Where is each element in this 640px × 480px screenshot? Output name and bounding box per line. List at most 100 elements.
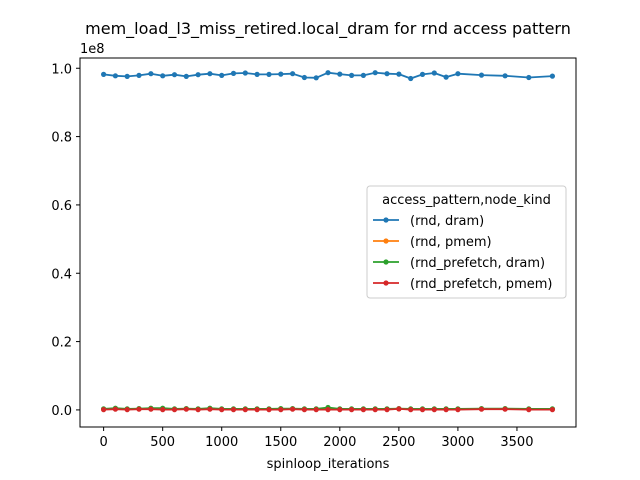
data-point <box>325 407 331 413</box>
legend-swatch-marker <box>383 280 389 286</box>
legend-swatch-marker <box>383 217 389 223</box>
data-point <box>384 407 390 413</box>
data-point <box>254 407 260 413</box>
y-tick-label: 0.2 <box>51 336 72 351</box>
data-point <box>290 406 296 412</box>
x-axis-label: spinloop_iterations <box>267 457 390 472</box>
y-tick-label: 0.6 <box>51 199 72 214</box>
legend-label: (rnd_prefetch, dram) <box>410 256 545 271</box>
data-point <box>278 407 284 413</box>
data-point <box>242 407 248 413</box>
y-axis-offset-label: 1e8 <box>80 42 105 57</box>
y-tick-label: 0.0 <box>51 404 72 419</box>
data-point <box>230 407 237 413</box>
data-point <box>219 407 225 413</box>
data-point <box>148 406 154 412</box>
x-tick-label: 3000 <box>441 435 474 450</box>
data-point <box>195 72 201 78</box>
data-point <box>431 70 437 76</box>
data-point <box>431 407 437 413</box>
chart-title: mem_load_l3_miss_retired.local_dram for … <box>85 19 571 39</box>
data-point <box>290 71 296 77</box>
data-point <box>419 407 426 413</box>
data-point <box>160 407 166 413</box>
data-point <box>278 71 284 77</box>
data-point <box>372 70 378 76</box>
legend-swatch-marker <box>383 238 389 244</box>
data-point <box>337 407 343 413</box>
data-point <box>325 70 331 76</box>
x-tick-label: 3500 <box>500 435 533 450</box>
data-point <box>313 75 319 81</box>
data-point <box>124 73 130 79</box>
data-point <box>419 71 426 77</box>
data-point <box>455 71 461 77</box>
data-point <box>266 407 272 413</box>
data-point <box>171 407 178 413</box>
legend-title: access_pattern,node_kind <box>382 193 551 208</box>
legend-label: (rnd, dram) <box>410 214 484 229</box>
data-point <box>349 72 355 78</box>
data-point <box>183 73 189 79</box>
data-point <box>549 73 556 79</box>
data-point <box>266 71 272 77</box>
legend: access_pattern,node_kind (rnd, dram)(rnd… <box>366 185 567 299</box>
data-point <box>455 407 461 413</box>
data-point <box>301 407 307 413</box>
data-point <box>160 73 166 79</box>
legend-label: (rnd, pmem) <box>410 235 492 250</box>
data-point <box>195 407 201 413</box>
y-tick-label: 0.8 <box>51 131 72 146</box>
x-tick-label: 1000 <box>205 435 238 450</box>
data-point <box>136 72 142 78</box>
data-point <box>360 72 366 78</box>
data-point <box>502 406 508 412</box>
data-point <box>254 71 260 77</box>
data-point <box>112 406 118 412</box>
data-point <box>526 407 532 413</box>
data-point <box>443 407 449 413</box>
data-point <box>349 407 355 413</box>
y-tick-label: 1.0 <box>51 62 72 77</box>
data-point <box>360 407 366 413</box>
legend-swatch-marker <box>383 259 389 265</box>
legend-entries: (rnd, dram) (rnd, pmem) (rnd_prefetch, dra… <box>373 214 552 292</box>
legend-label: (rnd_prefetch, pmem) <box>410 277 552 292</box>
data-point <box>171 72 178 78</box>
x-tick-label: 1500 <box>264 435 297 450</box>
data-point <box>219 72 225 78</box>
x-tick-label: 0 <box>99 435 107 450</box>
data-point <box>478 72 485 78</box>
data-point <box>396 406 402 412</box>
data-point <box>408 407 414 413</box>
data-point <box>396 71 402 77</box>
data-point <box>502 73 508 79</box>
x-tick-label: 500 <box>150 435 175 450</box>
data-point <box>526 74 532 81</box>
data-point <box>112 73 118 79</box>
plot-frame <box>79 57 577 428</box>
data-point <box>549 407 556 413</box>
data-point <box>101 407 107 413</box>
data-point <box>443 74 449 80</box>
data-point <box>183 406 189 412</box>
data-point <box>337 71 343 77</box>
data-point <box>313 407 319 413</box>
legend-box <box>366 185 567 299</box>
data-point <box>384 71 390 77</box>
y-tick-label: 0.4 <box>51 267 72 282</box>
data-point <box>301 74 307 81</box>
data-point <box>372 407 378 413</box>
data-point <box>136 406 142 412</box>
data-point <box>101 71 107 77</box>
x-tick-label: 2000 <box>323 435 356 450</box>
data-point <box>478 406 485 412</box>
data-point <box>207 406 213 412</box>
data-point <box>242 70 248 76</box>
data-point <box>124 407 130 413</box>
x-axis-ticks: 0 500 1000 1500 2000 2500 3000 3500 <box>99 427 533 450</box>
y-axis-ticks: 0.0 0.2 0.4 0.6 0.8 1.0 <box>51 62 80 419</box>
plot-area <box>101 70 556 413</box>
data-point <box>230 70 237 76</box>
